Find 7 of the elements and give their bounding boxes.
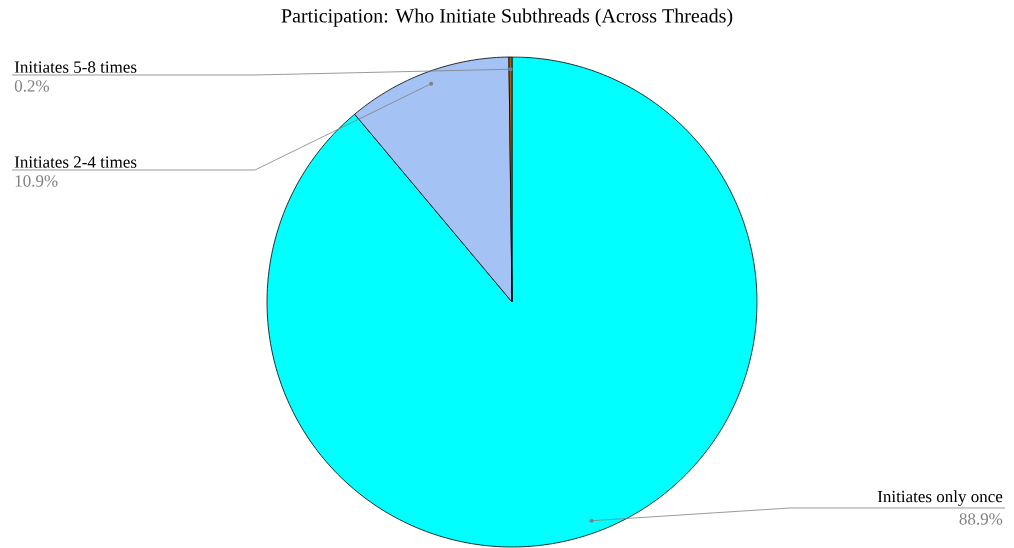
slice-label: Initiates only once	[877, 490, 1003, 506]
data-label: 88.9%	[959, 513, 1003, 525]
chart-title: Participation: Who Initiate Subthreads (Across Threads)	[281, 8, 733, 27]
slice-label: Initiates 2-4 times	[14, 156, 137, 168]
data-label: 0.2%	[14, 80, 50, 92]
data-label: 10.9%	[15, 175, 58, 187]
slice-label: Initiates 5-8 times	[14, 61, 137, 73]
